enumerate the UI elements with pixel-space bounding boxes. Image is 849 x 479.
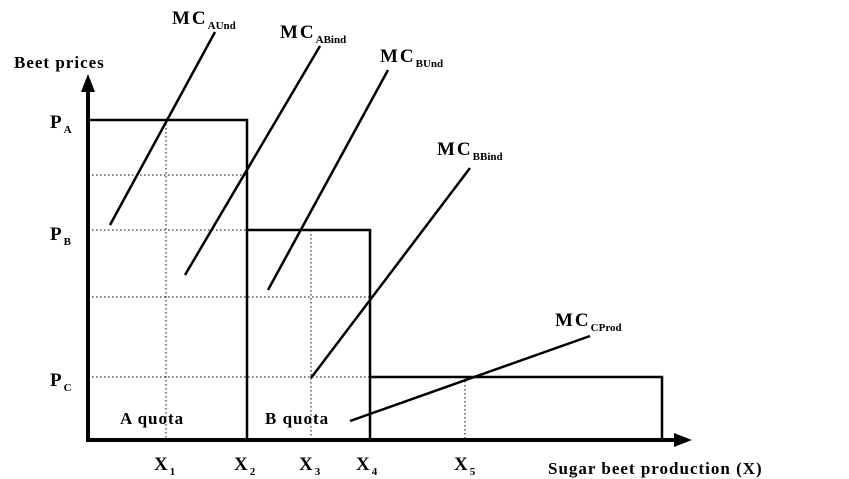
quantity-label: X1 (154, 454, 175, 478)
mc-label: MCBBind (437, 139, 503, 163)
label-sub: 4 (372, 466, 378, 478)
quantity-label: X4 (356, 454, 378, 478)
price-step-a (88, 118, 249, 440)
label-sub: 1 (170, 466, 176, 478)
label-main: X (154, 454, 170, 475)
label-sub: C (64, 382, 72, 394)
mc-line (266, 69, 390, 291)
y-axis-arrow (81, 74, 95, 92)
quota-label: B quota (265, 409, 329, 428)
label-sub: ABind (316, 34, 347, 46)
label-sub: CProd (591, 322, 622, 334)
mc-label: MCABind (280, 22, 346, 46)
label-sub: BUnd (416, 58, 444, 70)
label-sub: A (64, 124, 72, 136)
label-main: X (454, 454, 470, 475)
label-sub: B (64, 236, 72, 248)
label-main: X (234, 454, 250, 475)
x-axis-arrow (674, 433, 692, 447)
x-axis-label: Sugar beet production (X) (548, 459, 763, 478)
price-step-c (370, 375, 664, 440)
price-step-b (247, 228, 372, 440)
label-main: MC (172, 8, 208, 29)
mc-label: MCCProd (555, 310, 622, 334)
label-sub: 5 (470, 466, 476, 478)
y-axis-label: Beet prices (14, 53, 105, 72)
quota-label: A quota (120, 409, 184, 428)
label-sub: BBind (473, 151, 503, 163)
quantity-label: X2 (234, 454, 256, 478)
label-main: X (356, 454, 372, 475)
mc-label: MCAUnd (172, 8, 236, 32)
price-label: PA (50, 112, 72, 136)
mc-line (349, 334, 591, 423)
label-sub: AUnd (208, 20, 236, 32)
label-sub: 2 (250, 466, 256, 478)
mc-line (310, 167, 471, 379)
mc-line (183, 45, 322, 276)
guide-lines (88, 120, 466, 440)
mc-label: MCBUnd (380, 46, 443, 70)
label-main: P (50, 112, 64, 133)
mc-line (108, 31, 217, 226)
label-main: MC (437, 139, 473, 160)
label-main: X (299, 454, 315, 475)
label-main: P (50, 370, 64, 391)
label-main: MC (280, 22, 316, 43)
quantity-label: X3 (299, 454, 321, 478)
quantity-label: X5 (454, 454, 476, 478)
label-sub: 3 (315, 466, 321, 478)
label-main: MC (555, 310, 591, 331)
label-main: MC (380, 46, 416, 67)
label-main: P (50, 224, 64, 245)
price-label: PC (50, 370, 72, 394)
price-label: PB (50, 224, 72, 248)
